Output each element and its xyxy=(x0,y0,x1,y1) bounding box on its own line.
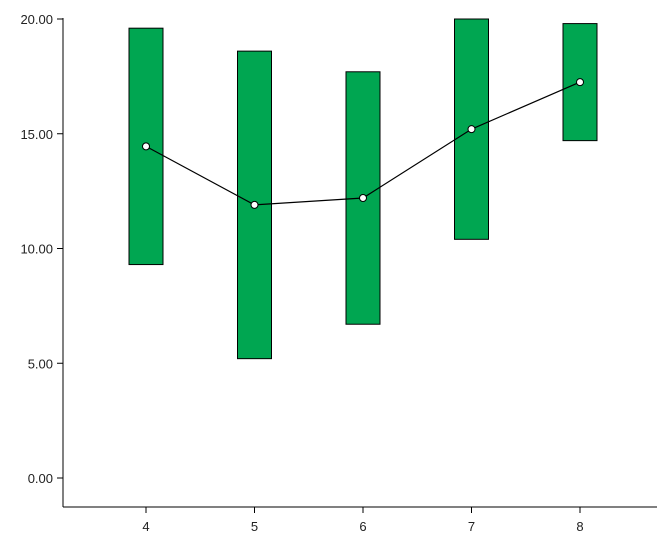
y-tick-label: 0.00 xyxy=(28,471,53,486)
range-bars-group xyxy=(128,18,598,360)
mean-series-group xyxy=(142,78,584,209)
axes-group xyxy=(57,18,657,513)
y-tick-label: 10.00 xyxy=(20,242,53,257)
mean-point-5 xyxy=(250,200,259,209)
y-tick-label: 5.00 xyxy=(28,356,53,371)
mean-point-4 xyxy=(142,142,150,151)
x-tick-label: 8 xyxy=(576,519,583,534)
mean-point-6 xyxy=(359,194,367,203)
mean-point-7 xyxy=(467,125,476,134)
x-tick-label: 5 xyxy=(251,519,258,534)
y-tick-label: 15.00 xyxy=(20,127,53,142)
y-tick-label: 20.00 xyxy=(20,12,53,27)
tick-labels-group: 0.00 5.00 10.00 15.00 20.00 4 5 6 7 8 xyxy=(20,12,583,534)
x-tick-label: 7 xyxy=(468,519,475,534)
x-tick-label: 6 xyxy=(359,519,366,534)
mean-point-8 xyxy=(576,78,584,87)
x-tick-label: 4 xyxy=(142,519,149,534)
